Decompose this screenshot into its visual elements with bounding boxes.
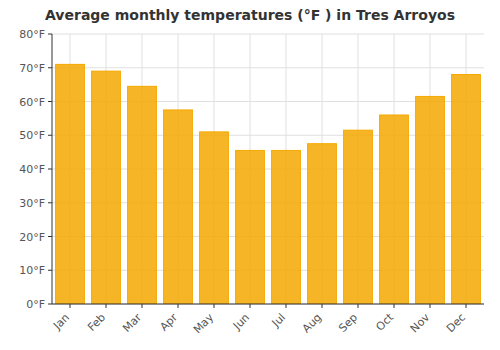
x-axis: Jan Feb Mar Apr May Jun Jul Aug Sep Oct Nov Dec — [50, 304, 468, 336]
y-tick — [48, 34, 52, 35]
grid — [52, 34, 484, 304]
y-tick — [48, 169, 52, 170]
x-tick — [322, 304, 323, 308]
bar — [236, 150, 265, 304]
x-tick-label: Apr — [157, 311, 180, 334]
y-tick-label: 20°F — [19, 231, 45, 244]
y-tick-label: 10°F — [19, 264, 45, 277]
x-tick-label: Nov — [408, 311, 433, 336]
bar — [272, 150, 301, 304]
x-tick — [394, 304, 395, 308]
x-tick — [142, 304, 143, 308]
bars — [56, 64, 481, 304]
x-tick-label: Jun — [230, 311, 252, 333]
x-tick — [358, 304, 359, 308]
y-tick — [48, 304, 52, 305]
x-tick-label: Oct — [373, 310, 396, 333]
bar — [56, 64, 85, 304]
x-tick — [106, 304, 107, 308]
bar — [380, 115, 409, 304]
y-tick — [48, 202, 52, 203]
x-tick-label: Jan — [50, 311, 72, 333]
y-tick-label: 0°F — [26, 298, 45, 311]
x-tick — [214, 304, 215, 308]
y-grid-line — [52, 304, 484, 305]
bar — [200, 132, 229, 304]
bar — [308, 144, 337, 304]
x-tick-label: Sep — [336, 311, 360, 335]
y-tick-label: 50°F — [19, 129, 45, 142]
x-axis-line — [52, 304, 484, 305]
y-tick-label: 70°F — [19, 62, 45, 75]
y-tick — [48, 270, 52, 271]
x-tick-label: May — [191, 311, 217, 337]
bar — [128, 86, 157, 304]
y-tick — [48, 67, 52, 68]
y-grid-line — [52, 67, 484, 68]
y-tick — [48, 236, 52, 237]
x-tick — [466, 304, 467, 308]
y-grid-line — [52, 34, 484, 35]
bar — [416, 96, 445, 304]
x-tick-label: Jul — [269, 311, 288, 330]
x-tick-label: Dec — [444, 311, 468, 335]
y-tick-label: 80°F — [19, 28, 45, 41]
bar — [164, 110, 193, 304]
y-axis: 0°F 10°F 20°F 30°F 40°F 50°F 60°F 70°F 80°F — [19, 28, 52, 311]
bar — [452, 75, 481, 305]
chart-title: Average monthly temperatures (°F ) in Tr… — [45, 7, 455, 23]
y-tick — [48, 101, 52, 102]
x-tick — [70, 304, 71, 308]
y-tick-label: 40°F — [19, 163, 45, 176]
x-tick — [178, 304, 179, 308]
x-tick-label: Feb — [85, 311, 108, 334]
x-tick-label: Mar — [120, 311, 144, 335]
x-tick — [250, 304, 251, 308]
y-tick — [48, 135, 52, 136]
chart-container: Average monthly temperatures (°F ) in Tr… — [0, 0, 500, 350]
x-tick — [430, 304, 431, 308]
x-tick — [286, 304, 287, 308]
bar — [92, 71, 121, 304]
y-tick-label: 30°F — [19, 197, 45, 210]
bar — [344, 130, 373, 304]
chart: Average monthly temperatures (°F ) in Tr… — [0, 0, 500, 350]
y-tick-label: 60°F — [19, 96, 45, 109]
x-tick-label: Aug — [300, 311, 324, 335]
